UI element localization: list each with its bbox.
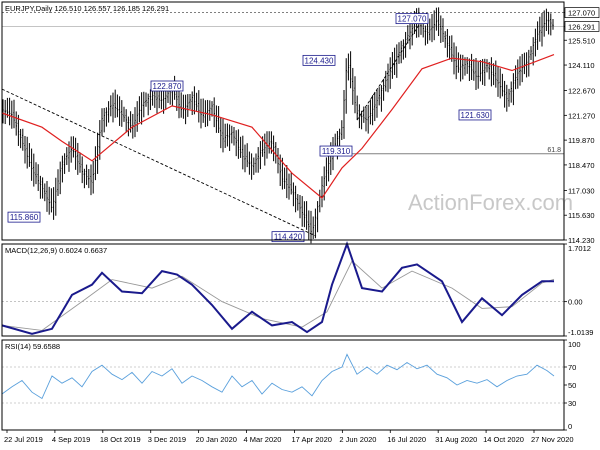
- macd-y-tick-label: -1.0139: [568, 328, 593, 337]
- x-tick-label: 14 Oct 2020: [483, 435, 524, 444]
- x-tick-label: 2 Jun 2020: [339, 435, 376, 444]
- price-label-text: 119.310: [322, 147, 351, 156]
- macd-y-tick-label: 0.00: [568, 298, 583, 307]
- x-tick-label: 4 Mar 2020: [244, 435, 282, 444]
- macd-panel-header: MACD(12,26,9) 0.6024 0.6637: [5, 246, 107, 255]
- rsi-panel-frame: [1, 339, 565, 431]
- y-tick-label: 114.230: [568, 236, 595, 245]
- price-label-text: 122.870: [153, 82, 182, 91]
- x-tick-label: 17 Apr 2020: [291, 435, 331, 444]
- date-axis: 22 Jul 2019 4 Sep 2019 18 Oct 2019 3 Dec 20…: [4, 430, 574, 444]
- x-tick-label: 18 Oct 2019: [100, 435, 141, 444]
- price-label-text: 115.860: [10, 213, 39, 222]
- rsi-panel-header: RSI(14) 59.6588: [5, 342, 60, 351]
- price-label-box: [150, 80, 184, 92]
- y-tick-label: 126.291: [568, 22, 595, 31]
- rsi-y-tick-label: 70: [568, 363, 576, 372]
- x-tick-label: 3 Dec 2019: [148, 435, 186, 444]
- rsi-y-tick-label: 30: [568, 399, 576, 408]
- x-tick-label: 20 Jan 2020: [196, 435, 237, 444]
- macd-signal-line: [1, 260, 555, 331]
- rsi-y-tick-label: 0: [568, 422, 572, 431]
- price-label-text: 121.630: [461, 111, 490, 120]
- watermark: ActionForex.com: [408, 190, 573, 215]
- price-marker-box: [564, 21, 600, 32]
- price-marker-box: [564, 7, 600, 18]
- rsi-panel: RSI(14) 59.6588 100 70 50 30 0: [1, 339, 581, 431]
- price-label-box: [302, 54, 336, 66]
- y-tick-label: 124.110: [568, 61, 595, 70]
- y-tick-label: 118.470: [568, 161, 595, 170]
- falling-trendline: [1, 88, 317, 237]
- y-tick-label: 117.030: [568, 186, 595, 195]
- rsi-y-tick-label: 50: [568, 381, 576, 390]
- y-tick-label: 122.670: [568, 87, 595, 96]
- fibonacci-618-label: 61.8: [547, 147, 561, 154]
- price-label-box: [271, 231, 305, 243]
- y-tick-label: 121.270: [568, 111, 595, 120]
- price-label-text: 124.430: [305, 56, 334, 65]
- price-panel-frame: [1, 1, 565, 241]
- y-tick-label: 125.510: [568, 36, 595, 45]
- rising-trendline: [356, 12, 428, 121]
- macd-panel-frame: [1, 243, 565, 337]
- macd-y-tick-label: 1.7012: [568, 244, 591, 253]
- y-tick-label: 119.870: [568, 136, 595, 145]
- macd-panel: MACD(12,26,9) 0.6024 0.6637 1.7012 0.00 -1.…: [1, 241, 593, 337]
- price-label-box: [395, 13, 429, 25]
- rsi-y-tick-label: 100: [568, 340, 581, 349]
- x-tick-label: 31 Aug 2020: [435, 435, 477, 444]
- moving-average-line: [1, 54, 555, 199]
- price-label-box: [319, 145, 353, 157]
- x-tick-label: 22 Jul 2019: [4, 435, 43, 444]
- x-tick-label: 16 Jul 2020: [387, 435, 426, 444]
- y-tick-label: 127.070: [568, 9, 595, 18]
- y-tick-label: 115.630: [568, 211, 595, 220]
- rsi-line: [1, 353, 555, 400]
- x-tick-label: 27 Nov 2020: [531, 435, 574, 444]
- price-label-box: [458, 109, 492, 121]
- price-panel: ActionForex.com 61.8 115.860 122.870 114.420…: [1, 1, 600, 245]
- price-label-text: 114.420: [274, 233, 303, 242]
- price-label-box: [7, 211, 41, 223]
- price-panel-header: EURJPY,Daily 126.510 126.557 126.185 126…: [5, 4, 169, 13]
- x-tick-label: 4 Sep 2019: [52, 435, 90, 444]
- price-label-text: 127.070: [398, 15, 427, 24]
- macd-line: [1, 241, 554, 335]
